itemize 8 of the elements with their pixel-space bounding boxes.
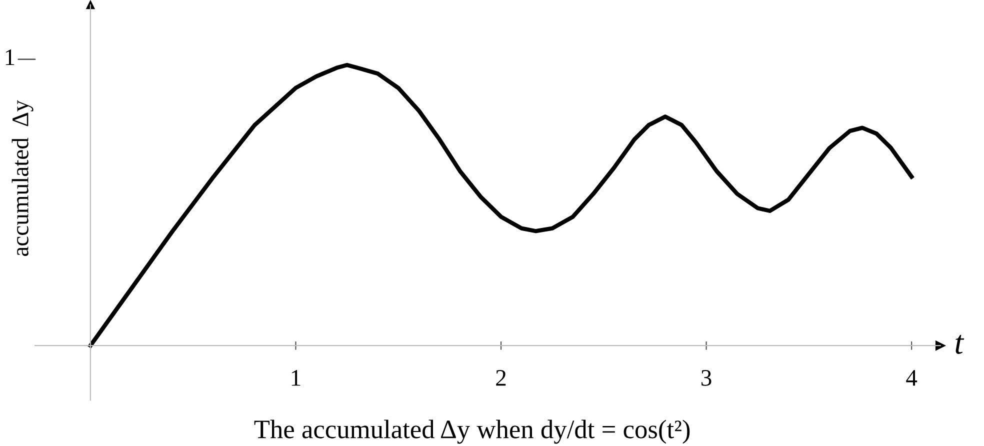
x-tick-label: 2 [496,370,506,386]
text: The accumulated Δy when dy/dt = cos(t²) [254,420,690,444]
x-tick-label: 1 [292,370,300,386]
x-tick-label: 4 [906,370,918,386]
x-axis-title: t [956,334,964,354]
text: 1 [6,49,14,66]
x-tick-label: 3 [702,370,712,386]
y-axis-title: accumulated Δy [12,100,34,256]
